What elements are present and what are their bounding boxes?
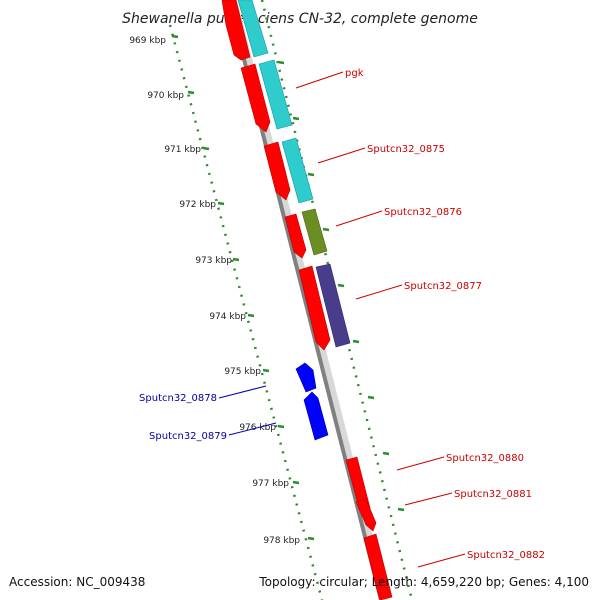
reverse-cds-arrow: [295, 362, 317, 393]
tick-label-978: 978 kbp: [263, 536, 300, 546]
tick-label-974: 974 kbp: [209, 312, 246, 322]
topology-text: Topology: circular; Length: 4,659,220 bp…: [258, 575, 589, 589]
map-title: Shewanella putrefaciens CN-32, complete …: [122, 11, 478, 27]
cds-arrow: [263, 141, 291, 201]
gene-label-sputcn32-0875[interactable]: Sputcn32_0875: [367, 144, 445, 155]
label-leaders: [218, 71, 466, 568]
tick-label-975: 975 kbp: [224, 367, 261, 377]
reverse-cds-arrow: [303, 391, 329, 441]
tick-label-969: 969 kbp: [129, 36, 166, 46]
teal-feature: [258, 59, 293, 130]
outer-ruler-ticks: [277, 60, 405, 512]
gene-label-sputcn32-0881[interactable]: Sputcn32_0881: [454, 489, 532, 500]
gene-label-sputcn32-0878[interactable]: Sputcn32_0878: [139, 393, 217, 404]
tick-label-973: 973 kbp: [195, 256, 232, 266]
reverse-cds-track: [295, 362, 329, 441]
cds-arrow: [240, 63, 271, 133]
gene-labels: pgk Sputcn32_0875 Sputcn32_0876 Sputcn32…: [139, 68, 545, 561]
cds-arrow: [284, 213, 307, 259]
gene-label-sputcn32-0877[interactable]: Sputcn32_0877: [404, 281, 482, 292]
teal-feature: [237, 0, 269, 58]
gene-label-sputcn32-0876[interactable]: Sputcn32_0876: [384, 207, 462, 218]
cds-track: [221, 0, 393, 600]
cds-arrow: [355, 498, 377, 532]
gene-label-sputcn32-0882[interactable]: Sputcn32_0882: [467, 550, 545, 561]
cds-arrow: [298, 265, 331, 351]
cds-arrow: [221, 0, 251, 61]
purple-feature: [315, 263, 351, 348]
tick-label-972: 972 kbp: [179, 200, 216, 210]
ruler-ticks: [171, 34, 315, 541]
gene-label-pgk[interactable]: pgk: [345, 68, 364, 79]
tick-label-970: 970 kbp: [147, 91, 184, 101]
teal-feature: [281, 137, 314, 204]
gene-label-sputcn32-0880[interactable]: Sputcn32_0880: [446, 453, 524, 464]
tick-label-977: 977 kbp: [252, 479, 289, 489]
feature-track: [237, 0, 351, 348]
olive-feature: [301, 208, 328, 256]
accession-text: Accession: NC_009438: [9, 575, 145, 589]
gene-label-sputcn32-0879[interactable]: Sputcn32_0879: [149, 431, 227, 442]
cds-arrow: [363, 533, 393, 600]
tick-label-971: 971 kbp: [164, 145, 201, 155]
inner-dotted-ruler: [168, 24, 324, 600]
